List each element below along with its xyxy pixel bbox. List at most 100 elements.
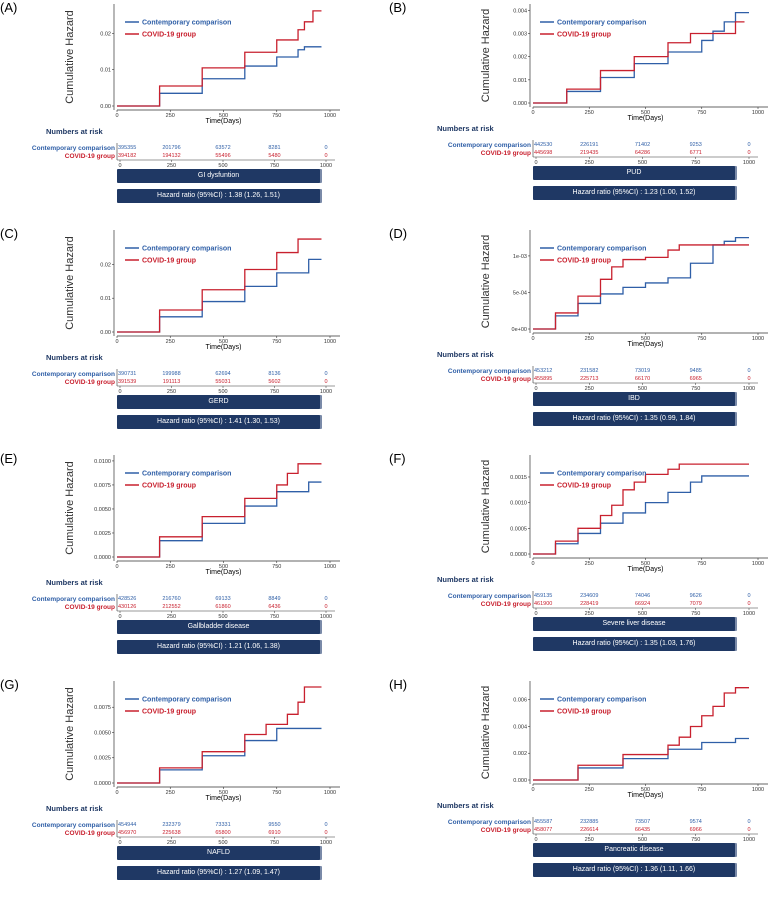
risk-value-covid: 455895 [534,376,552,382]
risk-tick-label: 500 [638,386,647,392]
legend-covid-label: COVID-19 group [557,483,611,490]
hazard-ratio-bar: Hazard ratio (95%CI) : 1.23 (1.00, 1.52) [533,186,735,200]
panel-f: (F) 0.0000 0.0005 0.0010 0.0015 0 250 500 750 10… [389,451,777,676]
risk-tick-label: 500 [218,614,227,620]
risk-value-covid: 456970 [118,830,136,836]
risk-tick-label: 750 [691,837,700,843]
risk-value-comparison: 0 [747,142,750,148]
risk-row-covid-label: COVID-19 group [481,827,531,834]
x-tick-label: 1000 [324,339,336,345]
risk-value-comparison: 0 [747,368,750,374]
risk-value-comparison: 454944 [118,822,136,828]
y-tick-label: 0.0075 [94,483,111,489]
risk-tick-label: 250 [167,163,176,169]
risk-value-covid: 5480 [268,153,280,159]
risk-tick-label: 500 [218,840,227,846]
comparison-series-line [533,737,749,781]
risk-value-comparison: 232379 [162,822,180,828]
risk-value-comparison: 9626 [690,593,702,599]
x-tick-label: 0 [115,339,118,345]
y-axis-title: Cumulative Hazard [64,236,76,330]
risk-row-comparison-label: Contemporary comparison [448,368,531,375]
x-tick-label: 750 [272,339,281,345]
risk-tick-label: 250 [585,386,594,392]
risk-value-comparison: 395355 [118,145,136,151]
risk-tick-label: 1000 [320,163,332,169]
risk-value-covid: 391539 [118,379,136,385]
y-tick-label: 0.0050 [94,730,111,736]
outcome-title-bar: GERD [117,395,320,409]
risk-value-comparison: 71402 [635,142,650,148]
risk-value-comparison: 0 [324,371,327,377]
y-tick-label: 0.000 [513,778,527,784]
legend-covid-label: COVID-19 group [142,709,196,716]
risk-value-comparison: 453212 [534,368,552,374]
risk-value-comparison: 0 [324,596,327,602]
risk-value-covid: 64286 [635,150,650,156]
risk-value-covid: 394182 [118,153,136,159]
risk-value-comparison: 216760 [162,596,180,602]
risk-value-covid: 5602 [268,379,280,385]
risk-value-comparison: 73019 [635,368,650,374]
y-tick-label: 0.004 [513,8,527,14]
risk-tick-label: 750 [691,160,700,166]
outcome-title-bar: NAFLD [117,846,320,860]
risk-value-covid: 430126 [118,604,136,610]
risk-tick-label: 0 [118,614,121,620]
risk-value-covid: 445698 [534,150,552,156]
legend-covid-label: COVID-19 group [557,709,611,716]
y-tick-label: 0e+00 [512,327,527,333]
risk-tick-label: 1000 [320,389,332,395]
hazard-ratio-bar: Hazard ratio (95%CI) : 1.27 (1.09, 1.47) [117,866,320,880]
chart-svg: 0.0000 0.0025 0.0050 0.0075 0 250 500 750 1000 Ti… [32,681,340,846]
risk-tick-label: 0 [534,386,537,392]
y-tick-label: 0.0010 [510,501,527,507]
risk-value-covid: 228419 [580,601,598,607]
risk-value-covid: 6771 [690,150,702,156]
x-tick-label: 1000 [752,110,764,116]
numbers-at-risk-title: Numbers at risk [437,350,495,359]
x-axis-title: Time(Days) [628,566,664,573]
hazard-ratio-bar: Hazard ratio (95%CI) : 1.36 (1.11, 1.66) [533,863,735,877]
risk-value-comparison: 73331 [215,822,230,828]
legend-covid-label: COVID-19 group [557,32,611,39]
y-axis-title: Cumulative Hazard [480,460,492,554]
x-tick-label: 0 [531,561,534,567]
risk-value-covid: 55496 [215,153,230,159]
y-tick-label: 5e-04 [513,290,527,296]
risk-value-comparison: 428526 [118,596,136,602]
risk-value-comparison: 63572 [215,145,230,151]
risk-row-covid-label: COVID-19 group [481,150,531,157]
risk-value-covid: 225638 [162,830,180,836]
x-tick-label: 0 [115,790,118,796]
risk-row-comparison-label: Contemporary comparison [32,822,115,829]
risk-value-covid: 0 [324,379,327,385]
x-axis-title: Time(Days) [628,115,664,122]
outcome-title-bar: Severe liver disease [533,617,735,631]
x-tick-label: 0 [531,110,534,116]
comparison-series-line [533,11,749,104]
risk-tick-label: 750 [270,389,279,395]
comparison-series-line [117,258,322,333]
risk-tick-label: 250 [585,837,594,843]
comparison-series-line [533,475,749,555]
risk-value-covid: 226614 [580,827,598,833]
risk-value-comparison: 199988 [162,371,180,377]
risk-tick-label: 250 [585,611,594,617]
risk-value-comparison: 69133 [215,596,230,602]
outcome-title-bar: GI dysfuntion [117,169,320,183]
risk-value-covid: 0 [747,827,750,833]
risk-value-covid: 6910 [268,830,280,836]
chart-svg: 0.0000 0.0005 0.0010 0.0015 0 250 500 750 1000 Ti… [437,455,768,617]
risk-value-comparison: 8136 [268,371,280,377]
risk-tick-label: 500 [638,611,647,617]
risk-tick-label: 1000 [320,840,332,846]
numbers-at-risk-title: Numbers at risk [46,578,104,587]
legend-comparison-label: Contemporary comparison [557,697,646,704]
legend-comparison-label: Contemporary comparison [557,20,646,27]
risk-row-covid-label: COVID-19 group [65,379,115,386]
hazard-ratio-bar: Hazard ratio (95%CI) : 1.35 (1.03, 1.76) [533,637,735,651]
x-tick-label: 250 [166,113,175,119]
hazard-ratio-bar: Hazard ratio (95%CI) : 1.21 (1.06, 1.38) [117,640,320,654]
chart-svg: 0.0000 0.0025 0.0050 0.0075 0.0100 0 250 500 750… [32,455,340,620]
